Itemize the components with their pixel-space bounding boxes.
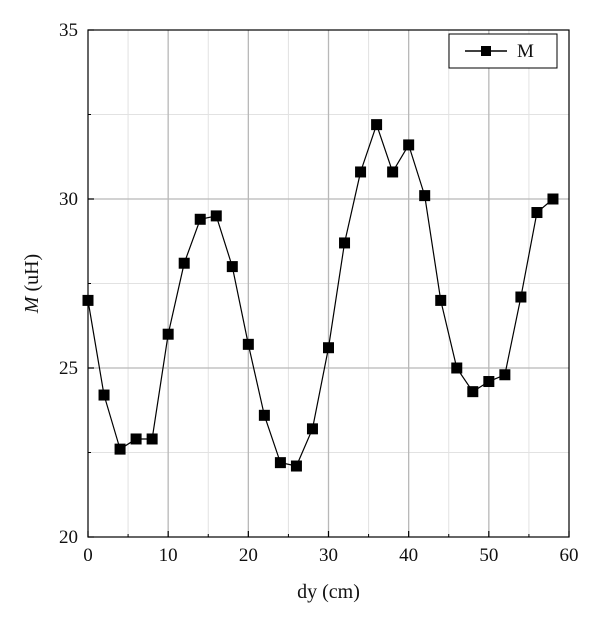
data-point: [483, 376, 495, 388]
data-point: [467, 386, 479, 398]
data-point: [531, 207, 543, 219]
y-tick-labels: 20 25 30 35: [59, 20, 78, 548]
data-point: [178, 257, 190, 269]
x-tick-labels: 0 10 20 30 40 50 60: [83, 545, 578, 566]
grid: [88, 30, 569, 537]
data-point: [306, 423, 318, 435]
data-point: [242, 338, 254, 350]
data-point: [371, 119, 383, 131]
data-point: [98, 389, 110, 401]
data-point: [515, 291, 527, 303]
data-point: [162, 328, 174, 340]
series-line: [87, 122, 554, 467]
y-axis-title-unit: (uH): [21, 254, 43, 297]
data-point: [146, 433, 158, 445]
x-axis-title: dy (cm): [297, 581, 360, 603]
x-tick-label: 40: [399, 545, 418, 566]
data-point: [114, 443, 126, 455]
data-point: [339, 237, 351, 249]
y-tick-label: 30: [59, 189, 78, 210]
axis-ticks: [87, 29, 570, 538]
data-point: [210, 210, 222, 222]
legend: M: [448, 33, 558, 69]
legend-label: M: [517, 41, 534, 62]
data-point: [419, 190, 431, 202]
data-point: [547, 193, 559, 205]
x-tick-label: 50: [479, 545, 498, 566]
data-point: [274, 457, 286, 469]
data-point: [194, 213, 206, 225]
legend-marker-swatch: [481, 46, 491, 56]
y-axis-title: M (uH): [21, 254, 43, 314]
data-point: [355, 166, 367, 178]
y-axis-title-symbol: M: [21, 295, 43, 314]
x-tick-label: 60: [560, 545, 579, 566]
y-tick-label: 20: [59, 527, 78, 548]
data-point: [403, 139, 415, 151]
data-point: [258, 409, 270, 421]
x-tick-label: 10: [159, 545, 178, 566]
y-tick-label: 35: [59, 20, 78, 41]
data-point: [435, 294, 447, 306]
data-point: [451, 362, 463, 374]
data-point: [387, 166, 399, 178]
data-point: [290, 460, 302, 472]
y-tick-label: 25: [59, 358, 78, 379]
data-point: [499, 369, 511, 381]
data-point: [82, 294, 94, 306]
data-point: [130, 433, 142, 445]
x-tick-label: 30: [319, 545, 338, 566]
data-point: [226, 261, 238, 273]
x-tick-label: 20: [239, 545, 258, 566]
data-point: [323, 342, 334, 354]
x-tick-label: 0: [83, 545, 93, 566]
series-layer: [82, 119, 559, 472]
